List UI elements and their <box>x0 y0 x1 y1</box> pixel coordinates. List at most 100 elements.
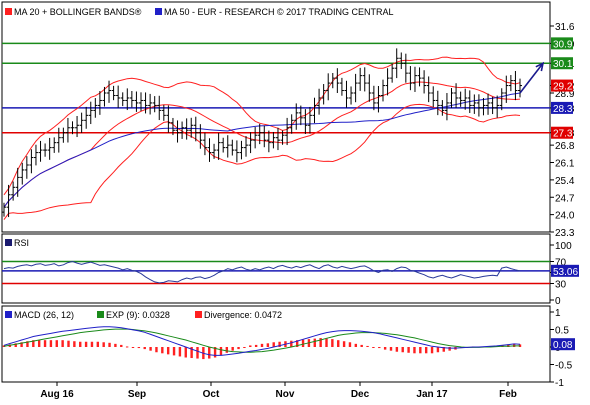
price-bar <box>244 136 249 157</box>
x-axis-label: Aug 16 <box>40 389 74 400</box>
price-bar <box>134 91 139 112</box>
price-bar <box>175 120 180 143</box>
rsi-axis-tick-label: 30 <box>555 280 567 291</box>
price-bar <box>463 88 468 110</box>
price-bar <box>184 118 189 140</box>
forecast-arrow-head <box>535 61 545 72</box>
divergence-bar <box>213 347 217 358</box>
price-bar <box>385 68 390 96</box>
axes: 31.6 30.9 30.1 29.228.9 28.3 27.326.8 26.1 25.4… <box>40 22 579 400</box>
price-bar <box>180 121 185 139</box>
price-bar <box>317 88 322 115</box>
divergence-bar <box>331 339 334 347</box>
rsi-legend: RSI <box>5 238 29 248</box>
divergence-bar <box>266 343 270 347</box>
price-plot <box>2 42 550 220</box>
divergence-bar <box>61 340 64 347</box>
macd-value-tag <box>551 338 575 351</box>
divergence-bar <box>354 343 358 347</box>
price-bar <box>417 67 422 87</box>
divergence-bar <box>37 340 41 347</box>
price-bar <box>43 143 48 157</box>
rsi-plot <box>2 260 550 285</box>
divergence-bar <box>231 347 234 351</box>
legend-swatch-ma20 <box>5 8 12 15</box>
price-bar <box>472 94 477 114</box>
price-bar <box>216 132 221 160</box>
price-axis-tick-label: 25.4 <box>555 176 575 187</box>
macd-legend: MACD (26, 12) EXP (9): 0.0328 Divergence… <box>5 310 282 320</box>
bollinger-lower-line <box>3 103 521 220</box>
price-level-tag <box>551 57 573 70</box>
price-bar <box>102 86 107 107</box>
price-bar <box>275 127 280 151</box>
price-bar <box>381 79 386 102</box>
price-bar <box>367 74 372 102</box>
bollinger-upper-line <box>3 56 521 196</box>
divergence-bar <box>249 345 252 347</box>
macd-plot <box>2 326 522 360</box>
price-bar <box>303 109 308 135</box>
rsi-line <box>3 260 521 284</box>
price-bar <box>449 88 454 108</box>
divergence-bar <box>407 347 410 353</box>
price-bar <box>486 93 491 115</box>
price-axis-tick-label: 24.0 <box>555 211 575 222</box>
price-bar <box>495 95 500 118</box>
legend-label-rsi: RSI <box>14 238 29 248</box>
price-bar <box>170 117 175 136</box>
price-bar <box>120 92 125 107</box>
divergence-bar <box>325 338 328 347</box>
forecast-arrow-line <box>519 62 544 94</box>
price-bar <box>467 90 472 114</box>
price-bar <box>307 106 312 134</box>
price-bar <box>330 72 335 89</box>
last-price-tag-label: 29.2 <box>553 82 573 93</box>
price-bar <box>518 78 522 98</box>
price-axis-tick-label: 31.6 <box>555 22 575 33</box>
macd-axis-tick-label: -0.5 <box>555 361 573 372</box>
divergence-bar <box>295 340 299 347</box>
price-bar <box>79 112 84 133</box>
price-bar <box>65 117 70 143</box>
macd-value-tag-label: 0.08 <box>553 340 573 351</box>
divergence-bar <box>125 346 129 348</box>
price-bar <box>143 92 148 114</box>
legend-swatch-ma50 <box>155 8 162 15</box>
divergence-bar <box>301 339 305 347</box>
price-bar <box>358 67 363 91</box>
price-bar <box>6 184 11 218</box>
price-bar <box>20 162 25 185</box>
divergence-bar <box>208 347 211 359</box>
price-bar <box>353 73 358 103</box>
divergence-bar <box>102 342 105 347</box>
divergence-bar <box>196 347 199 359</box>
divergence-bar <box>389 347 393 351</box>
price-bar <box>253 127 258 149</box>
price-bar <box>362 67 367 92</box>
rsi-axis-tick-label: 100 <box>555 241 572 252</box>
price-bar <box>148 93 153 115</box>
last-price-tag <box>551 79 573 92</box>
price-legend: MA 20 + BOLLINGER BANDS® MA 50 - EUR - R… <box>5 7 394 17</box>
price-bar <box>476 94 481 117</box>
legend-label-ma50: MA 50 - EUR - RESEARCH © 2017 TRADING CE… <box>164 7 394 17</box>
divergence-bar <box>161 347 164 354</box>
divergence-bar <box>243 347 246 348</box>
price-bar <box>157 95 162 121</box>
price-bar <box>403 53 408 83</box>
divergence-bar <box>401 347 404 353</box>
divergence-bar <box>348 342 352 347</box>
rsi-axis-tick-label: 70 <box>555 258 567 269</box>
legend-label-divergence: Divergence: 0.0472 <box>204 310 282 320</box>
divergence-bar <box>507 344 510 347</box>
price-bar <box>257 123 262 145</box>
price-level-tag <box>551 37 573 50</box>
price-level-tag-label: 30.9 <box>553 39 573 50</box>
divergence-bar <box>108 342 111 347</box>
price-bar <box>24 156 29 179</box>
divergence-bar <box>149 347 152 351</box>
price-bar <box>129 91 134 108</box>
price-bar <box>422 70 427 94</box>
price-bar <box>193 116 198 142</box>
